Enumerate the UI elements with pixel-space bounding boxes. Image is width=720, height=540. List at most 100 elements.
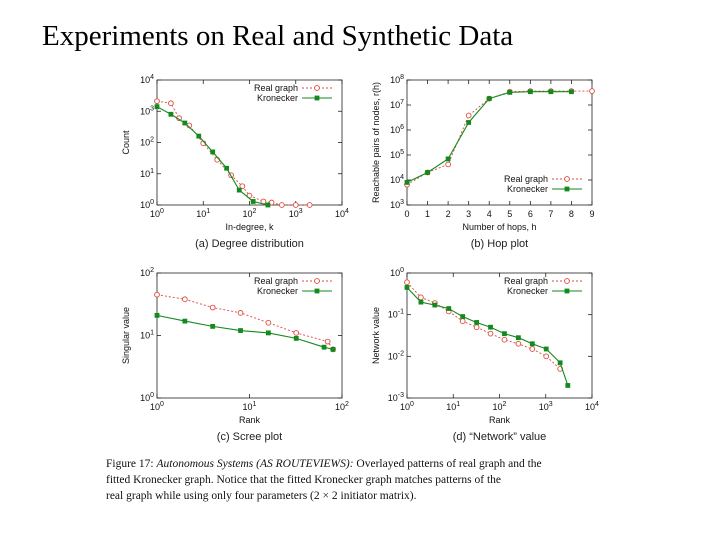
y-tick-label: 104	[140, 74, 154, 85]
data-point-real	[154, 291, 160, 298]
data-point-kronecker	[293, 335, 299, 341]
series-line-kronecker	[156, 314, 334, 350]
legend-marker-real	[564, 176, 570, 182]
data-point-kronecker	[502, 331, 507, 337]
figure-caption: Figure 17: Autonomous Systems (AS ROUTEV…	[106, 456, 626, 504]
data-point-real	[306, 202, 313, 208]
x-tick-label: 0	[404, 209, 409, 219]
data-point-kronecker	[236, 187, 242, 193]
y-tick-label: 102	[140, 267, 154, 278]
x-tick-label: 8	[569, 209, 574, 219]
x-tick-label: 4	[487, 209, 492, 219]
legend-label: Kronecker	[507, 286, 548, 296]
legend-marker-real	[564, 278, 570, 284]
data-point-real	[543, 353, 550, 360]
legend-label: Real graph	[254, 276, 298, 286]
x-tick-label: 100	[400, 401, 414, 412]
legend-marker-real	[314, 85, 320, 91]
y-tick-label: 107	[390, 99, 404, 110]
legend-marker-real	[314, 278, 320, 284]
y-tick-label: 100	[140, 392, 154, 403]
data-point-real	[268, 199, 275, 206]
legend-label: Kronecker	[257, 286, 298, 296]
series-line-real	[156, 294, 334, 350]
x-tick-label: 101	[196, 208, 210, 219]
data-point-kronecker	[238, 328, 243, 333]
x-tick-label: 5	[507, 209, 512, 219]
legend-label: Kronecker	[507, 184, 548, 194]
x-axis-label: Rank	[489, 415, 511, 425]
x-axis-label: Rank	[239, 415, 261, 425]
data-point-real	[292, 202, 299, 208]
chart-subtitle: (d) “Network” value	[453, 431, 547, 443]
data-point-kronecker	[515, 335, 521, 341]
data-point-kronecker	[507, 89, 513, 95]
legend-marker-kronecker	[314, 95, 320, 101]
data-point-real	[237, 310, 244, 316]
caption-figure-label: Figure 17:	[106, 458, 154, 470]
data-point-kronecker	[154, 312, 160, 318]
data-point-real	[459, 318, 466, 324]
data-point-real	[168, 100, 174, 107]
data-point-real	[265, 319, 272, 326]
data-point-kronecker	[557, 360, 563, 366]
data-point-kronecker	[425, 170, 430, 175]
x-tick-label: 102	[493, 401, 507, 412]
x-tick-label: 102	[335, 401, 349, 412]
data-point-kronecker	[168, 111, 174, 117]
data-point-kronecker	[460, 314, 466, 319]
data-point-real	[181, 296, 188, 303]
y-axis-label: Singular value	[121, 307, 131, 364]
legend-label: Real graph	[504, 276, 548, 286]
plot-frame	[156, 272, 343, 399]
data-point-real	[473, 324, 480, 331]
data-point-real	[589, 88, 595, 94]
y-tick-label: 10-2	[388, 350, 404, 361]
data-point-kronecker	[543, 346, 549, 352]
y-tick-label: 10-1	[388, 309, 404, 320]
caption-text-1: Overlayed patterns of real graph and the	[356, 458, 542, 470]
y-tick-label: 103	[140, 105, 154, 116]
data-point-kronecker	[569, 89, 574, 95]
chart-degree-distribution: 100 101 102 103 104 100 101 102 103 104 In-degree,…	[105, 62, 355, 252]
data-point-kronecker	[210, 149, 216, 155]
plot-frame	[406, 79, 593, 206]
legend-label: Real graph	[504, 174, 548, 184]
legend-marker-kronecker	[564, 186, 570, 192]
chart-hop-plot: 0 1 2 3 4 5 6 7 8 9 103 104 105 106 107 108 Number of ho…	[355, 62, 605, 252]
caption-line-1: Figure 17: Autonomous Systems (AS ROUTEV…	[106, 456, 626, 472]
data-point-kronecker	[224, 165, 230, 171]
data-point-kronecker	[182, 318, 188, 324]
caption-line-3: real graph while using only four paramet…	[106, 490, 417, 502]
data-point-kronecker	[265, 330, 271, 336]
data-point-real	[278, 202, 285, 208]
chart-subtitle: (b) Hop plot	[471, 238, 528, 250]
chart-svg: 100 101 102 100 101 102 Rank Singular value (c) …	[121, 267, 349, 443]
legend-label: Real graph	[254, 83, 298, 93]
legend-label: Kronecker	[257, 93, 298, 103]
data-point-real	[404, 279, 410, 286]
data-point-kronecker	[432, 302, 438, 308]
y-tick-label: 108	[390, 74, 404, 85]
y-tick-label: 10-3	[388, 392, 404, 403]
y-tick-label: 101	[140, 168, 154, 179]
plot-frame	[406, 272, 593, 399]
x-tick-label: 101	[243, 401, 257, 412]
x-axis-label: Number of hops, h	[462, 222, 536, 232]
data-point-kronecker	[446, 306, 452, 311]
x-tick-label: 100	[150, 208, 164, 219]
x-tick-label: 103	[289, 208, 303, 219]
data-point-real	[515, 340, 522, 347]
y-tick-label: 103	[390, 199, 404, 210]
y-axis-label: Network value	[371, 307, 381, 364]
y-axis-label: Reachable pairs of nodes, r(h)	[371, 82, 381, 203]
x-tick-label: 104	[335, 208, 349, 219]
data-point-real	[418, 294, 424, 301]
data-point-kronecker	[404, 285, 410, 290]
data-point-real	[501, 336, 508, 343]
y-axis-label: Count	[121, 130, 131, 155]
data-point-kronecker	[154, 104, 160, 110]
x-tick-label: 101	[446, 401, 460, 412]
data-point-real	[465, 112, 472, 119]
data-point-real	[209, 304, 216, 311]
